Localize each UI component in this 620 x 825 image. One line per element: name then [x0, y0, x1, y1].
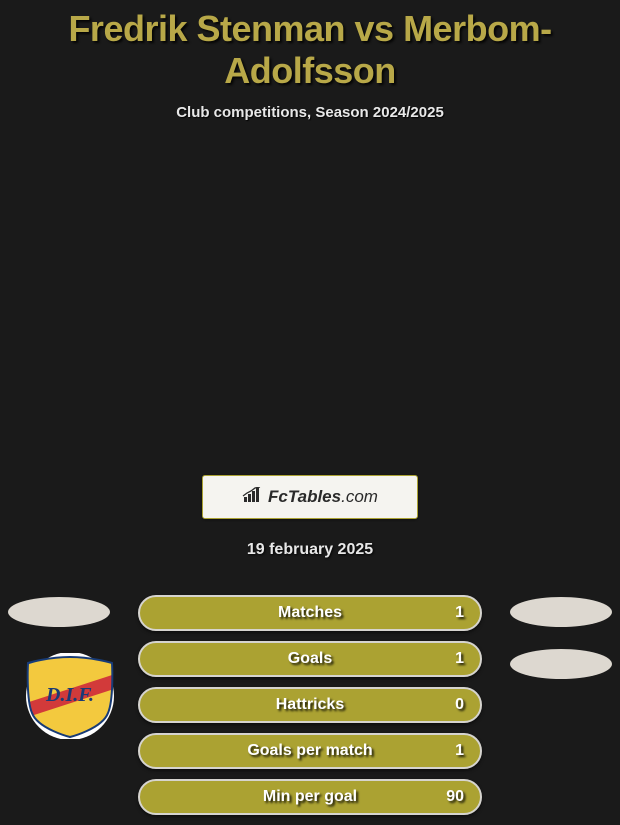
subtitle: Club competitions, Season 2024/2025: [0, 104, 620, 121]
right-club-logo-placeholder-2: [510, 649, 612, 679]
stat-value: 90: [446, 788, 464, 806]
left-club-logo-placeholder-1: [8, 597, 110, 627]
stat-bars: Matches 1 Goals 1 Hattricks 0 Goals per …: [138, 595, 482, 825]
stat-label: Goals per match: [247, 742, 372, 760]
brand-box[interactable]: FcTables.com: [202, 475, 418, 519]
stat-bar-min-per-goal: Min per goal 90: [138, 779, 482, 815]
chart-icon: [242, 487, 262, 508]
page-title: Fredrik Stenman vs Merbom-Adolfsson: [0, 0, 620, 104]
brand-bold: FcTables: [268, 487, 341, 506]
date-text: 19 february 2025: [0, 541, 620, 559]
stat-bar-goals-per-match: Goals per match 1: [138, 733, 482, 769]
stat-value: 1: [455, 650, 464, 668]
brand-text: FcTables.com: [268, 487, 378, 507]
right-club-logo-placeholder-1: [510, 597, 612, 627]
svg-text:D.I.F.: D.I.F.: [45, 684, 94, 706]
stat-bar-matches: Matches 1: [138, 595, 482, 631]
stat-value: 1: [455, 604, 464, 622]
stat-value: 1: [455, 742, 464, 760]
stat-bar-hattricks: Hattricks 0: [138, 687, 482, 723]
stat-label: Goals: [288, 650, 332, 668]
comparison-content: D.I.F. Matches 1 Goals 1 Hattricks 0 Goa…: [0, 475, 620, 559]
stat-value: 0: [455, 696, 464, 714]
stat-label: Min per goal: [263, 788, 357, 806]
stat-bar-goals: Goals 1: [138, 641, 482, 677]
brand-light: .com: [341, 487, 378, 506]
club-badge-dif: D.I.F.: [19, 653, 121, 739]
stat-label: Matches: [278, 604, 342, 622]
stat-label: Hattricks: [276, 696, 344, 714]
